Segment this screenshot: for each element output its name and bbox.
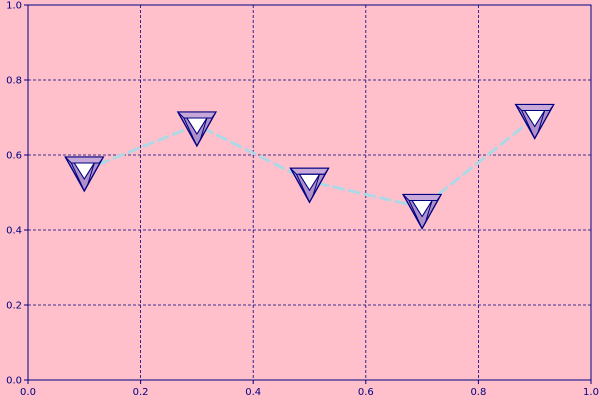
x-tick-label: 0.4: [245, 387, 261, 398]
y-tick-label: 0.2: [6, 301, 22, 312]
penrose-triangle-icon: [176, 111, 218, 148]
y-tick-label: 0.4: [6, 226, 22, 237]
penrose-triangle-icon: [514, 103, 555, 140]
y-tick-label: 1.0: [6, 1, 22, 12]
x-tick-label: 0.8: [470, 387, 486, 398]
y-tick-label: 0.0: [6, 376, 22, 387]
y-tick-label: 0.8: [6, 76, 22, 87]
y-axis: 0.0 0.2 0.4 0.6 0.8 1.0: [6, 1, 28, 387]
penrose-triangle-icon: [64, 156, 105, 193]
marker-layer: [64, 103, 555, 230]
plot-frame: [27, 4, 592, 381]
x-tick-label: 0.0: [20, 387, 36, 398]
penrose-triangle-icon: [289, 167, 330, 204]
x-axis: 0.0 0.2 0.4 0.6 0.8 1.0: [20, 380, 599, 398]
y-tick-label: 0.6: [6, 151, 22, 162]
axes-frame: [27, 4, 592, 381]
x-tick-label: 1.0: [583, 387, 599, 398]
x-tick-label: 0.6: [358, 387, 374, 398]
penrose-triangle-icon: [401, 193, 443, 230]
x-tick-label: 0.2: [133, 387, 149, 398]
